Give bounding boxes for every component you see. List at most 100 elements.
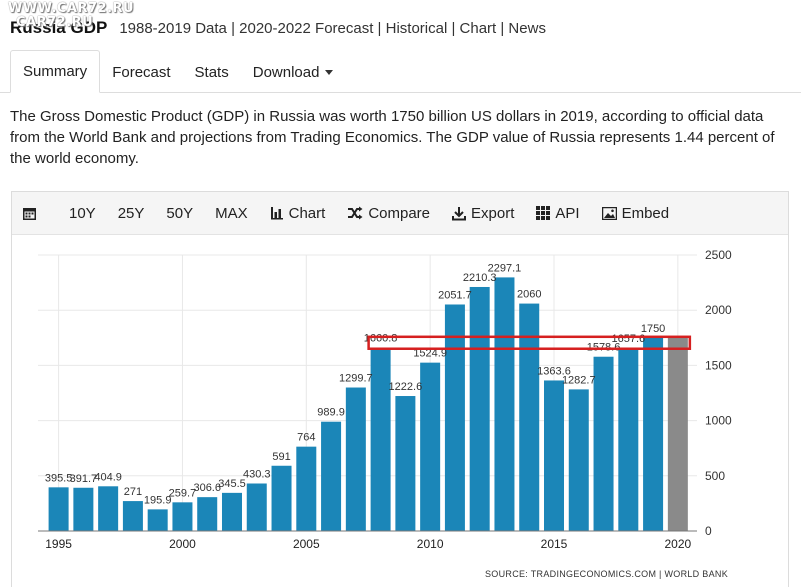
page-subtitle[interactable]: 1988-2019 Data | 2020-2022 Forecast | Hi… — [119, 19, 546, 37]
page-title: Russia GDP — [10, 18, 108, 37]
embed-button[interactable]: Embed — [591, 192, 681, 234]
x-tick-label: 2005 — [293, 537, 320, 551]
chart-type-label: Chart — [288, 204, 326, 222]
bar-chart-icon — [270, 207, 283, 220]
x-tick-label: 2010 — [417, 537, 444, 551]
data-label-2003: 430.3 — [243, 468, 271, 480]
bar-2006 — [321, 421, 342, 531]
shuffle-icon — [348, 206, 363, 220]
range-25y-button[interactable]: 25Y — [107, 192, 156, 234]
compare-button[interactable]: Compare — [336, 192, 441, 234]
calendar-icon — [23, 207, 36, 220]
bar-2010 — [420, 362, 441, 531]
tab-stats-label: Stats — [194, 63, 229, 81]
data-label-2019: 1750 — [641, 323, 665, 335]
compare-label: Compare — [368, 204, 431, 222]
watermark-line-1: WWW.CAR72.RU — [8, 1, 135, 16]
api-label: API — [555, 204, 580, 222]
data-label-2012: 2210.3 — [463, 272, 497, 284]
y-tick-label: 1500 — [705, 358, 732, 372]
x-tick-label: 2015 — [541, 537, 568, 551]
range-max-button[interactable]: MAX — [204, 192, 259, 234]
data-label-2004: 591 — [272, 451, 290, 463]
grid-icon — [536, 206, 551, 220]
bar-2002 — [221, 492, 242, 531]
data-label-2002: 345.5 — [218, 478, 246, 490]
export-button[interactable]: Export — [441, 192, 525, 234]
page-header: Russia GDP 1988-2019 Data | 2020-2022 Fo… — [0, 8, 801, 48]
data-label-2013: 2297.1 — [488, 262, 522, 274]
data-label-2015: 1363.6 — [537, 365, 571, 377]
y-tick-label: 2000 — [705, 303, 732, 317]
x-tick-label: 1995 — [45, 537, 72, 551]
api-button[interactable]: API — [525, 192, 590, 234]
data-label-2009: 1222.6 — [389, 381, 423, 393]
data-label-2011: 2051.7 — [438, 289, 472, 301]
description-text: The Gross Domestic Product (GDP) in Russ… — [10, 108, 775, 167]
range-10y-button[interactable]: 10Y — [58, 192, 107, 234]
data-label-2016: 1282.7 — [562, 374, 596, 386]
y-tick-label: 2500 — [705, 248, 732, 262]
bar-2017 — [593, 356, 614, 531]
highlight-box — [367, 335, 692, 350]
bar-2013 — [494, 277, 515, 531]
tab-forecast-label: Forecast — [112, 63, 171, 81]
bar-2000 — [172, 502, 193, 531]
y-tick-label: 0 — [705, 524, 712, 538]
x-tick-label: 2020 — [664, 537, 691, 551]
bar-1998 — [122, 501, 143, 531]
watermark-line-2: CAR72.RU — [16, 15, 94, 30]
bar-2008 — [370, 347, 391, 531]
bar-2019 — [643, 337, 664, 531]
data-label-2001: 306.6 — [193, 482, 221, 494]
data-label-1997: 404.9 — [94, 471, 122, 483]
x-tick-label: 2000 — [169, 537, 196, 551]
bar-2004 — [271, 465, 292, 531]
chart-toolbar: 10Y 25Y 50Y MAX Chart Compare Export API… — [12, 192, 788, 235]
data-label-2007: 1299.7 — [339, 373, 373, 385]
chart-type-button[interactable]: Chart — [259, 192, 337, 234]
chart-container: 10Y 25Y 50Y MAX Chart Compare Export API… — [11, 191, 789, 587]
tab-bar: Summary Forecast Stats Download — [0, 50, 801, 93]
bar-2020 — [667, 337, 688, 531]
tab-stats[interactable]: Stats — [183, 52, 241, 92]
range-50y-label: 50Y — [166, 204, 194, 222]
tab-download[interactable]: Download — [241, 52, 346, 92]
bar-1996 — [73, 487, 94, 531]
range-10y-label: 10Y — [69, 204, 96, 222]
tab-summary[interactable]: Summary — [10, 50, 101, 93]
bar-2011 — [444, 304, 465, 531]
bar-2003 — [246, 483, 267, 531]
bar-1999 — [147, 509, 168, 531]
tab-forecast[interactable]: Forecast — [100, 52, 182, 92]
image-icon — [601, 206, 617, 220]
range-25y-label: 25Y — [117, 204, 145, 222]
range-50y-button[interactable]: 50Y — [155, 192, 204, 234]
download-icon — [452, 206, 467, 220]
tab-download-label: Download — [252, 63, 320, 81]
calendar-button[interactable] — [12, 192, 58, 234]
bar-2015 — [544, 380, 564, 531]
y-tick-label: 1000 — [705, 414, 732, 428]
export-label: Export — [471, 204, 515, 222]
data-label-1995: 395.5 — [45, 472, 73, 484]
range-max-label: MAX — [215, 204, 248, 222]
y-tick-label: 500 — [705, 469, 725, 483]
bar-2014 — [519, 303, 540, 531]
source-label: SOURCE: TRADINGECONOMICS.COM | WORLD BAN… — [485, 569, 728, 579]
data-label-2010: 1524.9 — [413, 348, 447, 360]
embed-label: Embed — [621, 204, 670, 222]
bar-2001 — [197, 497, 218, 531]
data-label-2014: 2060 — [517, 289, 541, 301]
bar-2016 — [568, 389, 589, 531]
bar-1995 — [48, 487, 69, 531]
watermark: WWW.CAR72.RU CAR72.RU — [8, 2, 138, 30]
data-label-1999: 195.9 — [144, 494, 172, 506]
chevron-down-icon — [325, 69, 334, 75]
bar-2018 — [618, 348, 639, 531]
data-label-2005: 764 — [297, 432, 315, 444]
bar-1997 — [98, 486, 119, 531]
data-label-2006: 989.9 — [317, 407, 345, 419]
data-label-2000: 259.7 — [169, 487, 197, 499]
